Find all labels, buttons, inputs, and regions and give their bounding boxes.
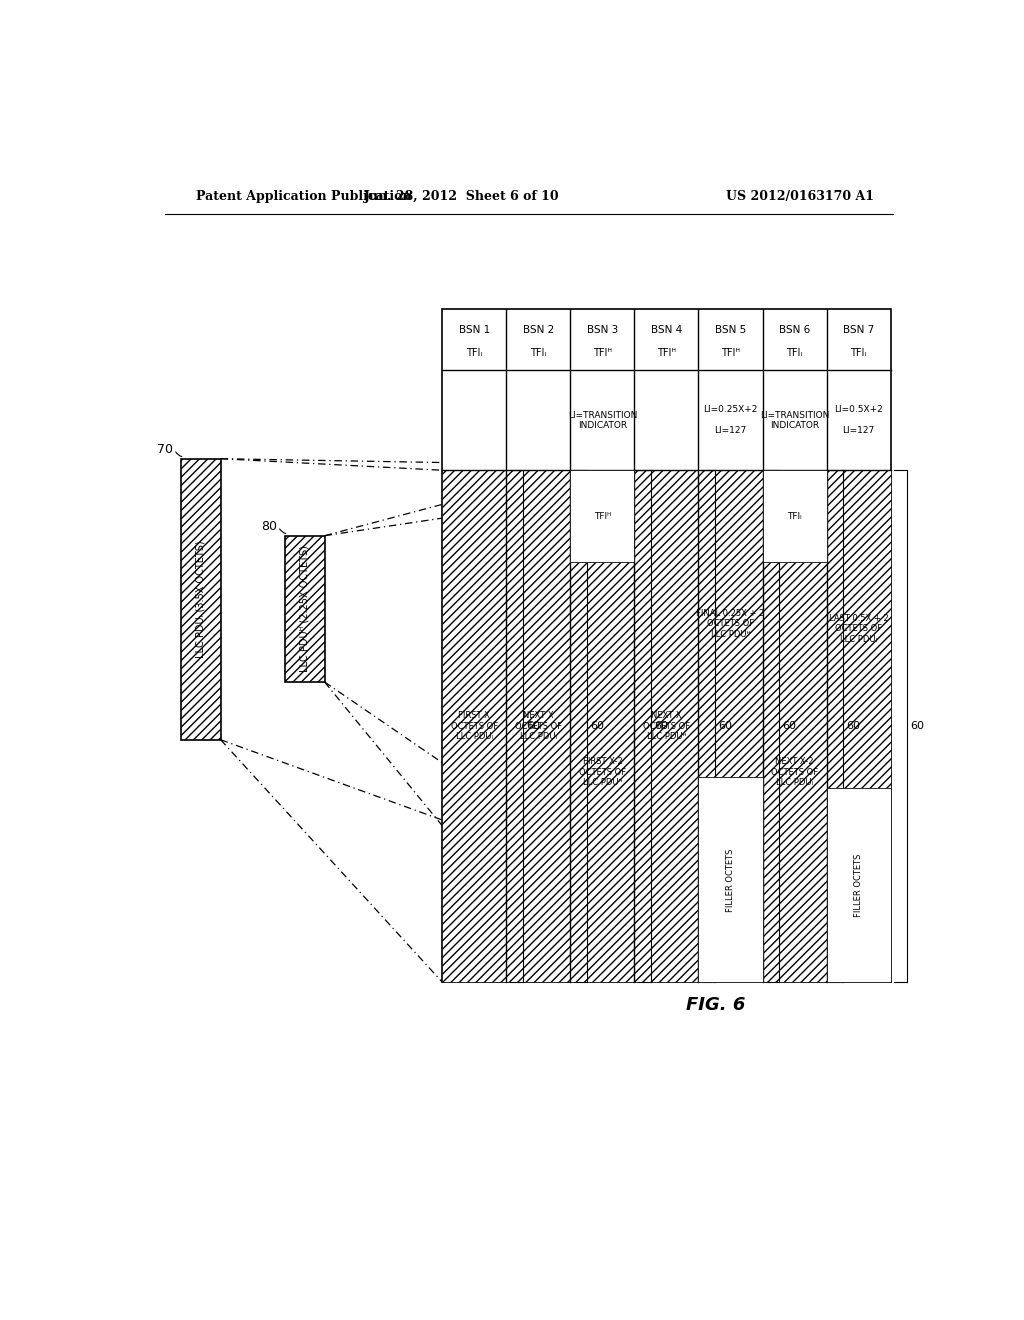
Text: BSN 2: BSN 2: [523, 325, 554, 335]
Text: LI=TRANSITION
INDICATOR: LI=TRANSITION INDICATOR: [567, 411, 637, 430]
Text: LI=0.25X+2

LI=127: LI=0.25X+2 LI=127: [703, 405, 758, 436]
Text: FINAL 0.25X + 2
OCTETS OF
LLC PDUᴴ: FINAL 0.25X + 2 OCTETS OF LLC PDUᴴ: [696, 609, 765, 639]
Text: 60: 60: [591, 721, 604, 731]
Text: TFIᴴ: TFIᴴ: [594, 512, 611, 521]
Bar: [763, 562, 826, 982]
Text: US 2012/0163170 A1: US 2012/0163170 A1: [726, 190, 874, 203]
Bar: [635, 470, 698, 982]
Text: TFIₗ: TFIₗ: [851, 348, 866, 358]
Bar: [698, 470, 763, 777]
Text: BSN 6: BSN 6: [779, 325, 810, 335]
Text: BSN 4: BSN 4: [651, 325, 682, 335]
Bar: [442, 309, 891, 982]
Text: Jun. 28, 2012  Sheet 6 of 10: Jun. 28, 2012 Sheet 6 of 10: [364, 190, 559, 203]
Text: BSN 3: BSN 3: [587, 325, 618, 335]
Bar: [826, 470, 891, 788]
Text: NEXT X
OCTETS OF
LLC PDUₗ: NEXT X OCTETS OF LLC PDUₗ: [515, 711, 562, 741]
Text: FIRST X-2
OCTETS OF
LLC PDUᴴ: FIRST X-2 OCTETS OF LLC PDUᴴ: [579, 758, 626, 787]
Text: 60: 60: [782, 721, 797, 731]
Text: NEXT X
OCTETS OF
LLC PDUᴴ: NEXT X OCTETS OF LLC PDUᴴ: [643, 711, 690, 741]
Text: TFIᴴ: TFIᴴ: [721, 348, 740, 358]
Text: TFIᴴ: TFIᴴ: [657, 348, 676, 358]
Bar: [442, 470, 507, 982]
Text: 70: 70: [157, 444, 173, 455]
Text: LI=0.5X+2

LI=127: LI=0.5X+2 LI=127: [835, 405, 883, 436]
Text: TFIᴴ: TFIᴴ: [593, 348, 612, 358]
Text: FILLER OCTETS: FILLER OCTETS: [854, 853, 863, 916]
Bar: [285, 536, 325, 682]
Text: 60: 60: [910, 721, 925, 731]
Text: TFIₗ: TFIₗ: [786, 348, 803, 358]
Text: BSN 5: BSN 5: [715, 325, 746, 335]
Bar: [826, 788, 891, 982]
Text: BSN 1: BSN 1: [459, 325, 490, 335]
Text: TFIₗ: TFIₗ: [466, 348, 482, 358]
Text: TFIₗ: TFIₗ: [530, 348, 547, 358]
Bar: [570, 470, 635, 562]
Text: 60: 60: [719, 721, 732, 731]
Text: 80: 80: [261, 520, 276, 533]
Bar: [570, 562, 635, 982]
Text: LLC PDUᴴ (2.25X OCTETS): LLC PDUᴴ (2.25X OCTETS): [300, 545, 309, 672]
Bar: [698, 777, 763, 982]
Text: TFIₗ: TFIₗ: [787, 512, 802, 521]
Text: FIRST X
OCTETS OF
LLC PDUₗ: FIRST X OCTETS OF LLC PDUₗ: [451, 711, 498, 741]
Text: 60: 60: [654, 721, 669, 731]
Text: LAST 0.5X + 2
OCTETS OF
LLC PDUₗ: LAST 0.5X + 2 OCTETS OF LLC PDUₗ: [828, 614, 889, 644]
Bar: [180, 459, 220, 739]
Text: LLC PDUₗ (3.5X OCTETS): LLC PDUₗ (3.5X OCTETS): [196, 540, 206, 659]
Text: BSN 7: BSN 7: [843, 325, 874, 335]
Bar: [763, 470, 826, 562]
Text: LI=TRANSITION
INDICATOR: LI=TRANSITION INDICATOR: [760, 411, 829, 430]
Text: 60: 60: [847, 721, 860, 731]
Text: 60: 60: [526, 721, 541, 731]
Text: NEXT X-2
OCTETS OF
LLC PDUₗ: NEXT X-2 OCTETS OF LLC PDUₗ: [771, 758, 818, 787]
Text: FILLER OCTETS: FILLER OCTETS: [726, 849, 735, 912]
Text: FIG. 6: FIG. 6: [686, 997, 745, 1014]
Bar: [507, 470, 570, 982]
Text: Patent Application Publication: Patent Application Publication: [196, 190, 412, 203]
